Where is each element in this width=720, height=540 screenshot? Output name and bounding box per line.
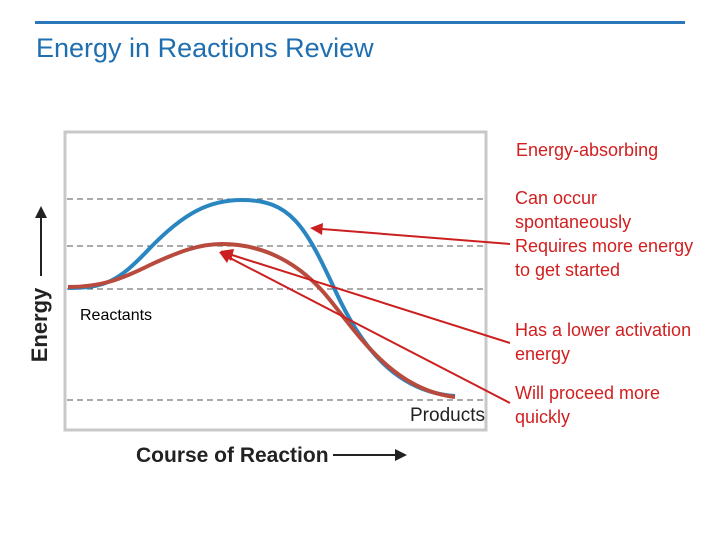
pointer-arrowhead-quickly (219, 252, 232, 263)
x-axis-label: Course of Reaction (136, 444, 329, 467)
annotation-line: spontaneously (515, 212, 632, 232)
catalyzed-curve (67, 241, 456, 399)
uncatalyzed-curve (67, 197, 456, 398)
pointer-arrowhead-uncatalyzed (310, 223, 323, 235)
x-axis-arrowhead (395, 449, 407, 461)
y-axis-arrowhead (35, 206, 47, 218)
pointer-arrow-quickly (229, 257, 511, 404)
annotation-line: Requires more energy (515, 236, 694, 256)
annotation-spontaneous: Can occur spontaneously Requires more en… (515, 186, 693, 282)
annotation-line: quickly (515, 407, 571, 427)
annotation-energy-absorbing: Energy-absorbing (516, 138, 658, 162)
annotation-proceed-quickly: Will proceed more quickly (515, 381, 660, 429)
annotation-line: to get started (515, 260, 621, 280)
annotation-line: Has a lower activation (515, 320, 692, 340)
top-rule (35, 21, 685, 24)
pointer-arrow-activation (231, 254, 511, 344)
plot-frame (63, 130, 488, 432)
slide-title: Energy in Reactions Review (36, 33, 374, 63)
products-label: Products (410, 405, 485, 426)
annotation-line: Can occur (515, 188, 598, 208)
y-axis-label: Energy (27, 287, 52, 362)
pointer-arrow-uncatalyzed (321, 228, 511, 245)
annotation-energy-absorbing-text: Energy-absorbing (516, 140, 659, 160)
annotation-line: Will proceed more (515, 383, 661, 403)
annotation-line: energy (515, 344, 571, 364)
reactants-label: Reactants (80, 307, 152, 324)
annotation-lower-activation: Has a lower activation energy (515, 318, 691, 366)
